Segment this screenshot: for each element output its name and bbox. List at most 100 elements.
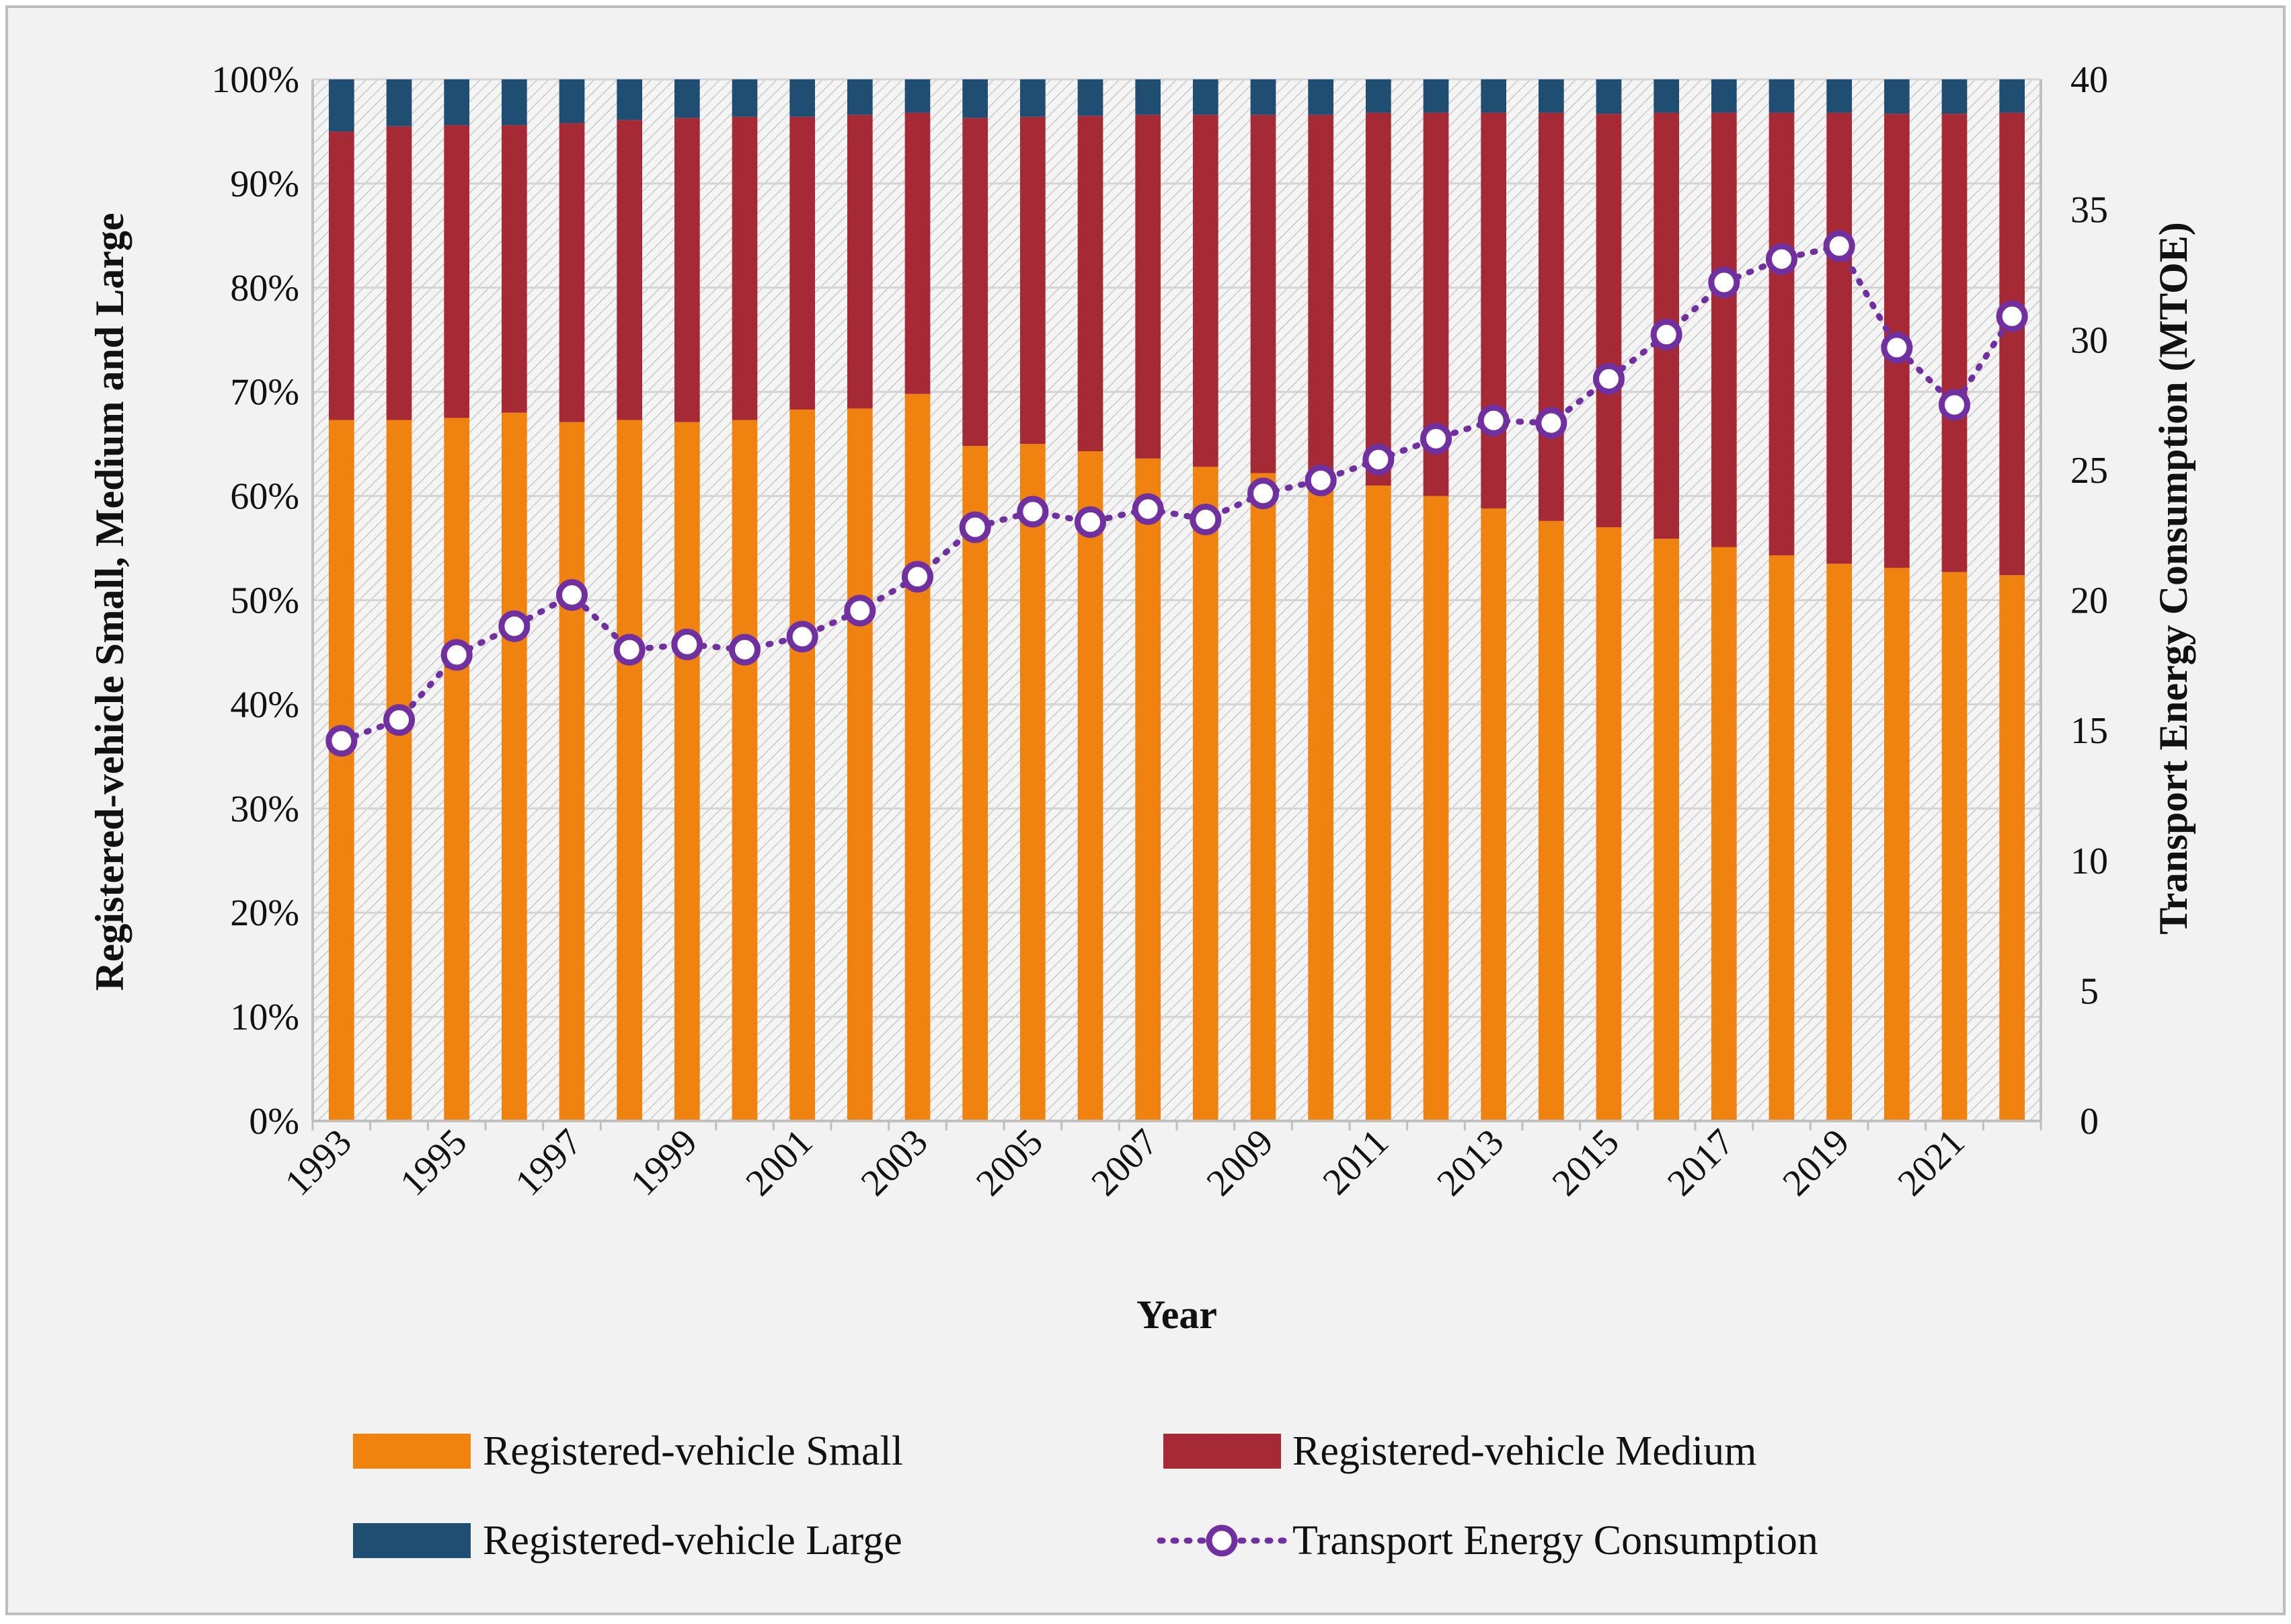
bar-registered-vehicle-medium-2015 (1596, 114, 1622, 528)
bar-registered-vehicle-large-2020 (1884, 79, 1910, 114)
bar-registered-vehicle-large-2021 (1941, 79, 1968, 114)
energy-point-2003 (902, 561, 933, 593)
bar-registered-vehicle-medium-2006 (1077, 116, 1103, 451)
bar-registered-vehicle-small-2005 (1019, 444, 1046, 1121)
bar-registered-vehicle-large-1997 (559, 79, 585, 124)
bar-registered-vehicle-small-2010 (1308, 480, 1334, 1121)
y2-tick-label: 15 (2070, 710, 2108, 752)
y-tick-label: 80% (230, 268, 299, 309)
bar-registered-vehicle-large-1993 (328, 79, 354, 132)
bar-registered-vehicle-large-2002 (847, 79, 873, 115)
y-tick-label: 0% (249, 1101, 299, 1143)
bar-registered-vehicle-large-2017 (1711, 79, 1737, 113)
bar-registered-vehicle-large-2004 (962, 79, 988, 118)
bar-registered-vehicle-small-2018 (1769, 555, 1795, 1121)
legend-label-medium: Registered-vehicle Medium (1292, 1428, 1756, 1474)
energy-point-1999 (671, 628, 703, 660)
y-axis-ticks: 0% 10% 20% 30% 40% 50% 60% 70% 80% 90% 100% (211, 59, 299, 1143)
bar-registered-vehicle-large-2013 (1481, 79, 1507, 113)
bar-registered-vehicle-large-2003 (904, 79, 931, 113)
legend-swatch-medium (1163, 1434, 1281, 1469)
bar-registered-vehicle-small-2003 (904, 393, 931, 1121)
bar-registered-vehicle-small-2021 (1941, 572, 1968, 1121)
bar-registered-vehicle-medium-2014 (1538, 112, 1564, 521)
legend-label-large: Registered-vehicle Large (483, 1518, 902, 1563)
energy-line-layer (325, 230, 2028, 757)
bar-registered-vehicle-medium-2000 (732, 116, 758, 420)
bar-registered-vehicle-medium-2022 (1999, 112, 2025, 576)
bar-registered-vehicle-large-2022 (1999, 79, 2025, 113)
bar-registered-vehicle-large-2011 (1365, 79, 1391, 113)
bar-registered-vehicle-medium-2004 (962, 118, 988, 447)
y2-tick-label: 25 (2070, 450, 2108, 492)
energy-point-2017 (1708, 266, 1740, 299)
bar-registered-vehicle-medium-2021 (1941, 114, 1968, 572)
legend-label-energy: Transport Energy Consumption (1292, 1518, 1818, 1563)
y-tick-label: 100% (211, 59, 299, 101)
legend: Registered-vehicle Small Registered-vehi… (353, 1428, 1818, 1563)
bar-registered-vehicle-large-2010 (1308, 79, 1334, 115)
legend-swatch-small (353, 1434, 471, 1469)
energy-point-2006 (1075, 506, 1106, 538)
energy-point-1995 (440, 639, 473, 671)
axes-layer (311, 79, 2042, 1130)
bar-registered-vehicle-medium-2018 (1769, 112, 1795, 555)
energy-point-2021 (1939, 389, 1970, 421)
bar-registered-vehicle-large-2006 (1077, 79, 1103, 116)
bar-registered-vehicle-small-2013 (1481, 508, 1507, 1121)
energy-point-1998 (613, 633, 646, 666)
bar-registered-vehicle-small-2006 (1077, 451, 1103, 1121)
bar-registered-vehicle-small-2014 (1538, 520, 1564, 1121)
energy-point-2010 (1305, 464, 1337, 496)
bar-registered-vehicle-small-2008 (1192, 467, 1218, 1121)
energy-point-2022 (1996, 300, 2028, 332)
energy-point-2018 (1766, 243, 1797, 275)
bar-registered-vehicle-large-1999 (674, 79, 700, 118)
bar-registered-vehicle-small-2011 (1365, 486, 1391, 1121)
bar-registered-vehicle-large-1995 (444, 79, 470, 126)
bar-registered-vehicle-small-2000 (732, 420, 758, 1122)
y-tick-label: 10% (230, 997, 299, 1038)
energy-point-2013 (1477, 404, 1510, 436)
y-tick-label: 40% (230, 684, 299, 726)
bar-registered-vehicle-medium-1996 (501, 125, 527, 413)
energy-point-2011 (1362, 443, 1395, 475)
bar-registered-vehicle-small-2002 (847, 408, 873, 1121)
energy-point-2019 (1823, 230, 1855, 262)
bar-registered-vehicle-small-1998 (617, 420, 643, 1122)
bar-registered-vehicle-medium-2008 (1192, 114, 1218, 467)
energy-point-1993 (325, 725, 358, 757)
energy-point-2005 (1017, 496, 1049, 528)
energy-point-2004 (959, 511, 991, 543)
x-axis-title: Year (1136, 1292, 1217, 1337)
y2-tick-label: 5 (2080, 970, 2099, 1012)
bar-registered-vehicle-small-2022 (1999, 575, 2025, 1121)
bar-registered-vehicle-large-2014 (1538, 79, 1564, 113)
bar-registered-vehicle-large-2009 (1250, 79, 1276, 115)
bar-registered-vehicle-small-2017 (1711, 547, 1737, 1121)
bar-registered-vehicle-large-2016 (1654, 79, 1680, 113)
energy-point-2016 (1650, 319, 1682, 351)
y-tick-label: 50% (230, 580, 299, 622)
energy-point-2007 (1132, 493, 1164, 525)
y-tick-label: 90% (230, 163, 299, 205)
y2-tick-label: 10 (2070, 841, 2108, 882)
bar-registered-vehicle-medium-1999 (674, 118, 700, 422)
bar-registered-vehicle-large-2001 (789, 79, 816, 117)
energy-point-2002 (844, 594, 876, 627)
bar-registered-vehicle-large-2008 (1192, 79, 1218, 115)
bar-registered-vehicle-large-2012 (1423, 79, 1449, 113)
bar-registered-vehicle-medium-2017 (1711, 112, 1737, 547)
y2-tick-label: 40 (2070, 59, 2108, 101)
bar-registered-vehicle-small-2009 (1250, 473, 1276, 1121)
y2-tick-label: 20 (2070, 580, 2108, 622)
legend-swatch-large (353, 1523, 471, 1558)
bar-registered-vehicle-large-2015 (1596, 79, 1622, 114)
legend-swatch-energy-marker (1206, 1524, 1238, 1557)
bar-registered-vehicle-large-1998 (617, 79, 643, 120)
bar-registered-vehicle-small-1996 (501, 412, 527, 1122)
energy-point-2001 (786, 621, 818, 653)
bar-registered-vehicle-medium-2003 (904, 112, 931, 394)
